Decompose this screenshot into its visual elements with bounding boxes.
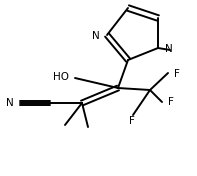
Text: F: F bbox=[174, 69, 180, 79]
Text: HO: HO bbox=[53, 72, 69, 82]
Text: F: F bbox=[129, 116, 135, 126]
Text: F: F bbox=[168, 97, 174, 107]
Text: N: N bbox=[6, 98, 14, 108]
Text: N: N bbox=[165, 44, 173, 54]
Text: N: N bbox=[92, 31, 100, 41]
